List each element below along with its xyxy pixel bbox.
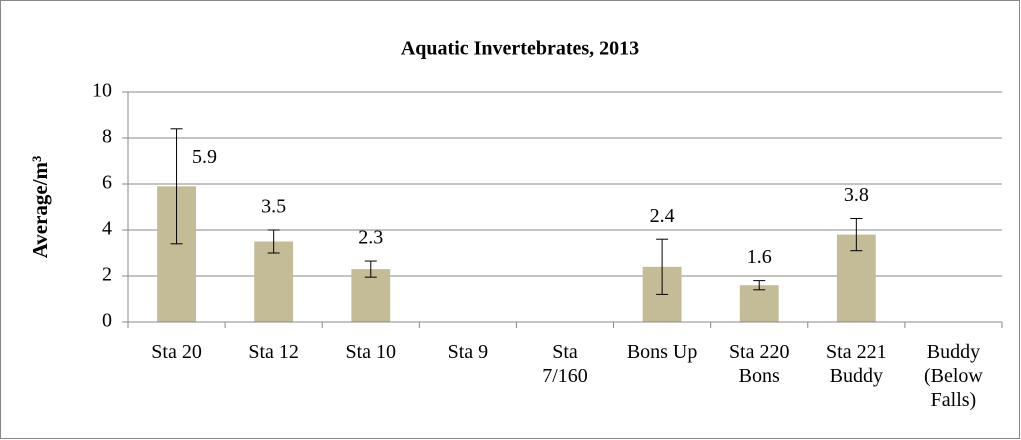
y-tick-label: 6 <box>102 172 112 194</box>
y-tick-label: 4 <box>102 218 112 240</box>
bar <box>739 285 779 322</box>
data-label: 2.3 <box>358 227 383 249</box>
x-tick-label: Sta 20 <box>151 341 202 363</box>
y-tick-label: 10 <box>92 80 112 102</box>
x-tick-label: Buddy (Below Falls) <box>923 341 983 411</box>
data-label: 5.9 <box>192 146 217 168</box>
x-tick-label: Sta 10 <box>345 341 397 363</box>
y-tick-label: 8 <box>102 126 112 148</box>
chart-title: Aquatic Invertebrates, 2013 <box>401 38 639 60</box>
y-axis-label: Average/m³ <box>28 156 52 259</box>
x-tick-label: Sta 220 Bons <box>728 341 790 387</box>
data-label: 2.4 <box>650 205 675 227</box>
y-tick-label: 0 <box>102 310 112 332</box>
x-tick-label: Sta 12 <box>248 341 299 363</box>
y-tick-label: 2 <box>102 264 112 286</box>
bar <box>254 241 294 322</box>
data-label: 1.6 <box>747 246 772 268</box>
x-tick-label: Sta 221 Buddy <box>826 341 887 387</box>
x-tick-label: Bons Up <box>626 341 698 363</box>
x-tick-label: Sta 9 <box>447 341 489 363</box>
data-label: 3.8 <box>844 184 869 206</box>
bar <box>351 269 391 322</box>
data-label: 3.5 <box>261 196 286 218</box>
x-tick-label: Sta 7/160 <box>542 341 588 387</box>
